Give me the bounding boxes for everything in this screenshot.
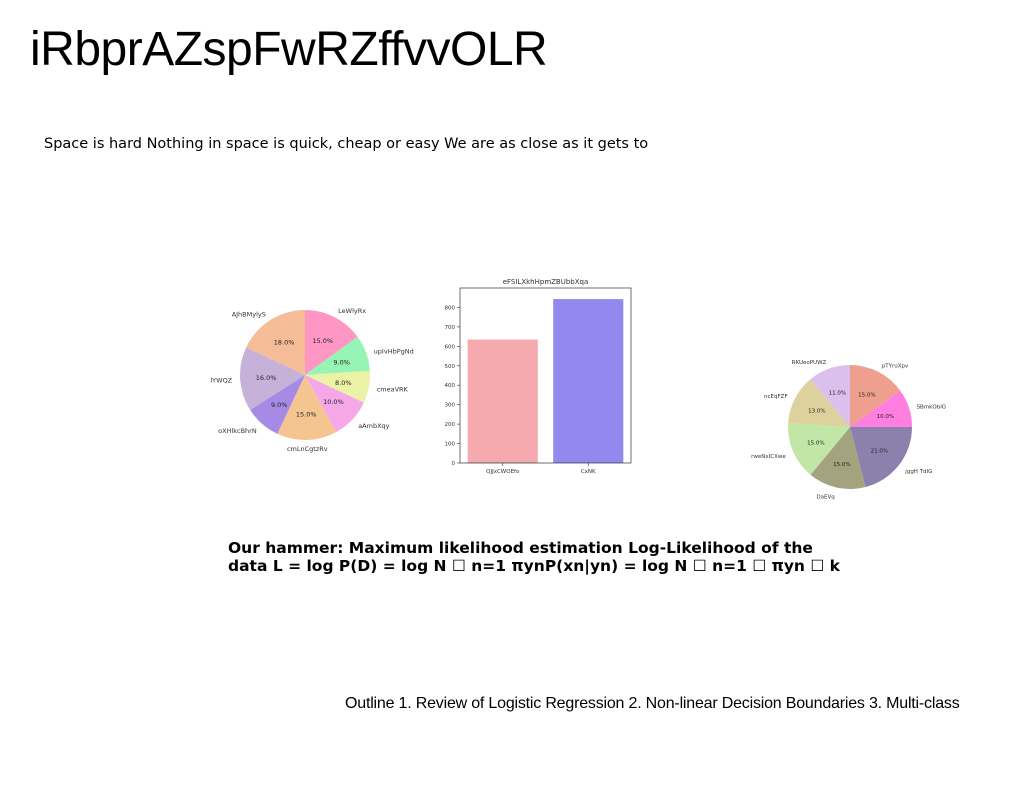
- pie-label: cmLnCgtzRv: [287, 445, 328, 453]
- pie-chart-right-svg: pTYruXpv 15.0% SBmkObIG 10.0% jggH TdIG 21.0%…: [751, 360, 947, 500]
- pie-slice: [240, 347, 305, 410]
- pie-slice: [246, 310, 305, 375]
- pie-value-label: 13.0%: [808, 409, 825, 415]
- bar-chart-svg: eFSILXkhHpmZBUbbXqa QJJxCWOEfo CxNK 0 100 200…: [445, 278, 632, 475]
- pie-label: cmeaVRK: [377, 386, 409, 394]
- pie-value-label: 21.0%: [871, 448, 888, 454]
- bar: [553, 299, 624, 463]
- pie-value-label: 10.0%: [323, 398, 344, 406]
- pie-slice: [850, 365, 901, 427]
- pie-label: jggH TdIG: [904, 469, 932, 475]
- bar-chart-title: eFSILXkhHpmZBUbbXqa: [503, 278, 589, 286]
- y-tick-label: 500: [445, 364, 456, 370]
- y-tick-label: 0: [452, 461, 456, 467]
- pie-slice: [850, 427, 912, 488]
- pie-value-label: 15.0%: [858, 392, 875, 398]
- pie-value-label: 15.0%: [807, 440, 824, 446]
- pie-label: DaEVq: [816, 494, 834, 500]
- pie-label: aAmbXqy: [358, 422, 389, 430]
- pie-value-label: 11.0%: [829, 390, 846, 396]
- slide-title: iRbprAZspFwRZffvvOLR: [30, 23, 548, 76]
- y-tick-label: 400: [445, 383, 456, 389]
- bar: [467, 339, 538, 463]
- pie-slice: [810, 427, 866, 489]
- pie-value-label: 9.0%: [333, 358, 350, 366]
- likelihood-line-1: Our hammer: Maximum likelihood estimatio…: [228, 539, 813, 557]
- pie-label: RKUeoPUWZ: [792, 360, 827, 366]
- pie-label: AJhBMylyS: [232, 310, 266, 318]
- likelihood-line-2: data L = log P(D) = log N ☐ n=1 πynP(xn|…: [228, 557, 840, 575]
- pie-slice: [250, 375, 305, 434]
- pie-slice: [305, 336, 370, 375]
- pie-slice: [788, 379, 850, 427]
- pie-label: SBmkObIG: [917, 404, 947, 410]
- pie-slice: [788, 423, 850, 475]
- pie-label: upIvHbPgNd: [374, 347, 414, 355]
- pie-chart-right: pTYruXpv 15.0% SBmkObIG 10.0% jggH TdIG 21.0%…: [740, 340, 960, 520]
- pie-value-label: 15.0%: [296, 410, 317, 418]
- y-tick-label: 100: [445, 442, 456, 448]
- y-tick-label: 300: [445, 403, 456, 409]
- pie-value-label: 15.0%: [833, 462, 850, 468]
- pie-chart-left-svg: LeWlyRx 15.0% upIvHbPgNd 9.0% cmeaVRK 8.0% aAm…: [210, 307, 414, 453]
- pie-label: oXHlkcBhrN: [218, 427, 257, 435]
- pie-value-label: 16.0%: [256, 374, 277, 382]
- y-tick-label: 600: [445, 344, 456, 350]
- x-tick-label: CxNK: [581, 469, 596, 475]
- pie-label: ncEqFZF: [764, 394, 788, 400]
- plot-frame: [459, 287, 632, 464]
- pie-label: rweNxICXwe: [751, 454, 786, 460]
- pie-value-label: 9.0%: [271, 401, 288, 409]
- x-tick-label: QJJxCWOEfo: [486, 469, 520, 475]
- pie-label: lYWQZ: [210, 377, 232, 385]
- pie-value-label: 10.0%: [877, 414, 894, 420]
- pie-value-label: 18.0%: [274, 339, 295, 347]
- pie-slice: [810, 365, 850, 427]
- pie-value-label: 15.0%: [312, 337, 333, 345]
- y-tick-label: 700: [445, 325, 456, 331]
- likelihood-text: Our hammer: Maximum likelihood estimatio…: [228, 539, 908, 575]
- pie-label: LeWlyRx: [338, 307, 366, 315]
- pie-slice: [305, 370, 370, 403]
- pie-slice: [277, 375, 337, 440]
- pie-label: pTYruXpv: [882, 364, 909, 370]
- outline-text: Outline 1. Review of Logistic Regression…: [345, 695, 960, 712]
- pie-chart-left: LeWlyRx 15.0% upIvHbPgNd 9.0% cmeaVRK 8.0% aAm…: [200, 280, 420, 480]
- slide-subtitle: Space is hard Nothing in space is quick,…: [44, 136, 649, 152]
- pie-slice: [305, 310, 358, 375]
- pie-slice: [850, 390, 912, 427]
- y-tick-label: 200: [445, 422, 456, 428]
- pie-value-label: 8.0%: [335, 379, 352, 387]
- y-tick-label: 800: [445, 305, 456, 311]
- pie-slice: [305, 375, 364, 432]
- bar-chart: eFSILXkhHpmZBUbbXqa QJJxCWOEfo CxNK 0 100 200…: [430, 272, 650, 482]
